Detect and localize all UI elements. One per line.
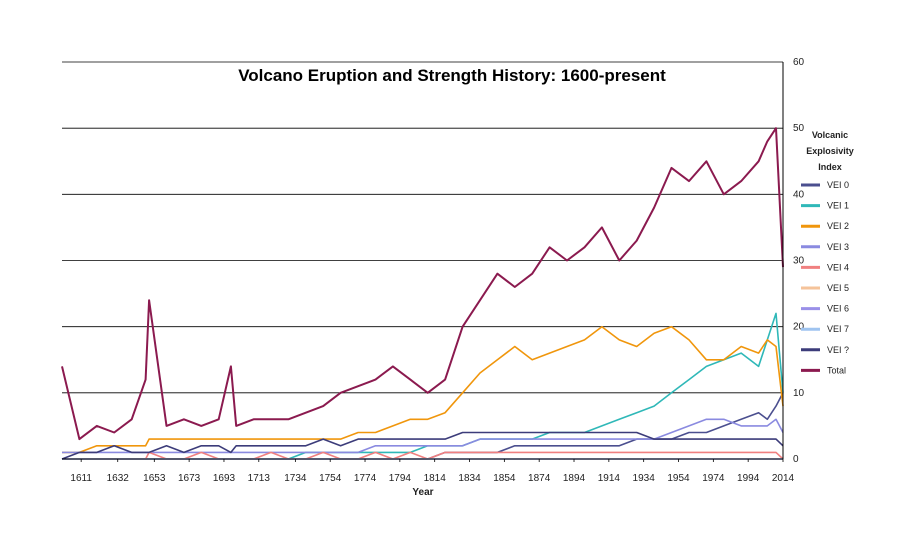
legend-title: Index	[818, 162, 842, 172]
x-tick-label: 1894	[563, 473, 586, 484]
series-line-vei	[61, 431, 784, 460]
y-tick-label: 40	[793, 189, 805, 200]
x-tick-labels: 1611 1632 1653 1673 1693 1713 1734 1754 1774 1794…	[70, 459, 795, 484]
x-tick-label: 1611	[70, 473, 92, 484]
series-line-vei-2	[62, 325, 784, 454]
y-tick-label: 30	[793, 256, 805, 267]
legend-label: VEI ?	[827, 345, 849, 355]
x-tick-label: 1774	[354, 473, 377, 484]
x-tick-label: 1632	[107, 473, 130, 484]
chart-title: Volcano Eruption and Strength History: 1…	[238, 66, 666, 85]
x-tick-label: 2014	[772, 473, 795, 484]
legend-label: VEI 6	[827, 304, 849, 314]
y-tick-label: 10	[793, 388, 805, 399]
x-tick-label: 1814	[424, 473, 447, 484]
legend-label: VEI 1	[827, 201, 849, 211]
x-tick-label: 1874	[528, 473, 551, 484]
x-tick-label: 1734	[284, 473, 307, 484]
series-line-vei-4	[62, 451, 784, 460]
legend-label: VEI 0	[827, 180, 849, 190]
legend-label: VEI 4	[827, 262, 849, 272]
legend: Volcanic Explosivity Index VEI 0 VEI 1 VEI 2 V…	[801, 130, 854, 375]
x-tick-label: 1794	[389, 473, 412, 484]
x-tick-label: 1754	[319, 473, 342, 484]
y-tick-label: 0	[793, 454, 799, 465]
legend-label: VEI 3	[827, 242, 849, 252]
series-line-vei-3	[62, 418, 784, 454]
legend-title: Volcanic	[812, 130, 848, 140]
legend-label: VEI 7	[827, 324, 849, 334]
x-tick-label: 1653	[143, 473, 166, 484]
y-tick-labels: 0 10 20 30 40 50 60	[793, 57, 805, 465]
series-lines	[61, 127, 784, 460]
x-tick-label: 1914	[598, 473, 621, 484]
y-tick-label: 60	[793, 57, 805, 68]
x-tick-label: 1934	[633, 473, 656, 484]
x-axis-title: Year	[412, 487, 433, 498]
y-tick-label: 50	[793, 123, 805, 134]
legend-label: VEI 5	[827, 283, 849, 293]
x-tick-label: 1974	[702, 473, 725, 484]
x-tick-label: 1954	[667, 473, 690, 484]
legend-label: Total	[827, 365, 846, 375]
x-tick-label: 1673	[178, 473, 201, 484]
legend-title: Explosivity	[806, 146, 854, 156]
series-line-vei-0	[62, 392, 784, 460]
x-tick-label: 1713	[248, 473, 271, 484]
series-line-total	[61, 127, 784, 441]
legend-label: VEI 2	[827, 221, 849, 231]
x-tick-label: 1854	[493, 473, 516, 484]
x-tick-label: 1834	[458, 473, 481, 484]
x-tick-label: 1994	[737, 473, 760, 484]
gridlines	[62, 61, 783, 394]
y-tick-label: 20	[793, 322, 805, 333]
x-tick-label: 1693	[213, 473, 236, 484]
